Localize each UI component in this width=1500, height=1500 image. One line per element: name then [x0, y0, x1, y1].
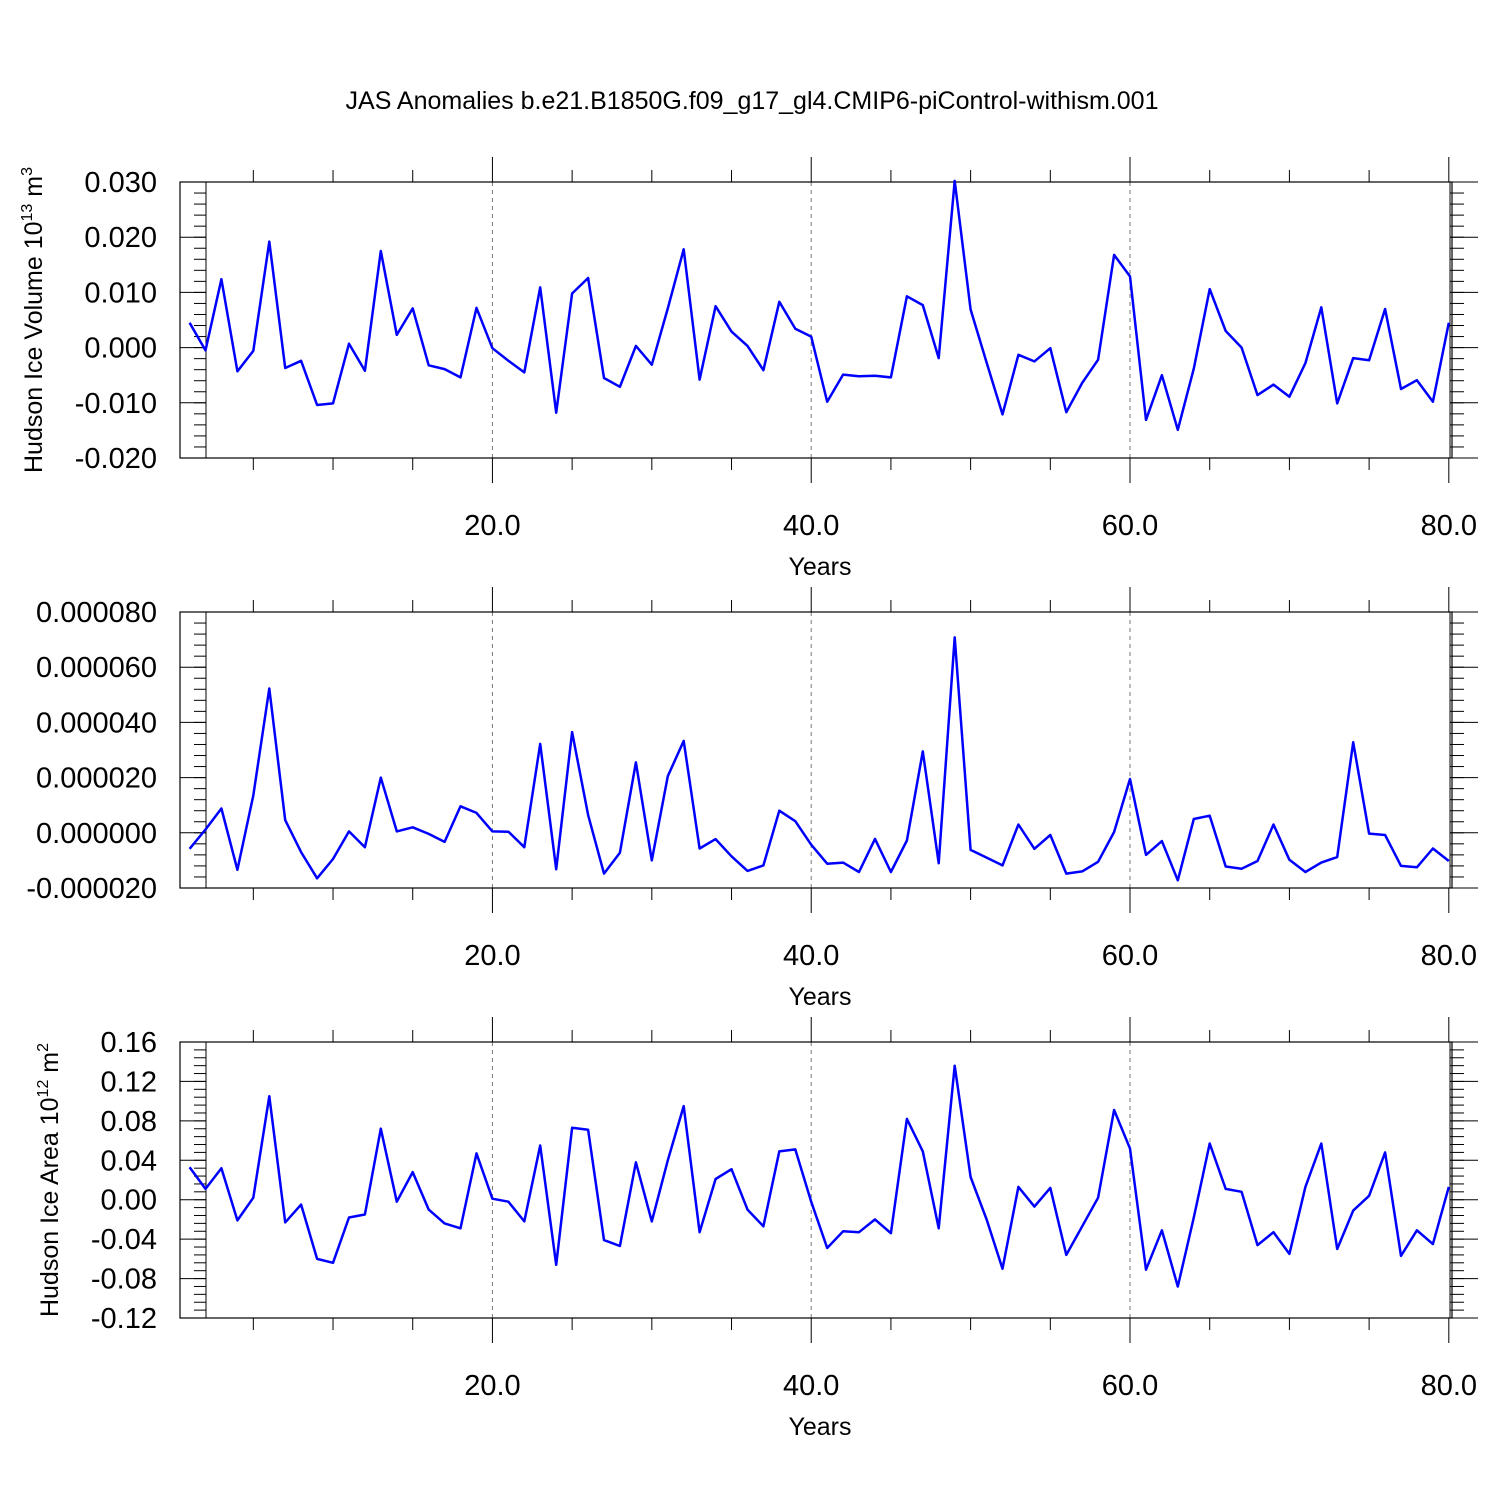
y-tick-label: -0.010 — [75, 388, 157, 420]
panel-1: -0.020 -0.010 0.000 0.010 0.020 0.030 20.0 40.0… — [19, 157, 1478, 581]
y-tick-label: 0.000080 — [36, 597, 157, 629]
x-tick-label: 40.0 — [783, 940, 839, 972]
y-tick-label: 0.000020 — [36, 763, 157, 795]
y-tick-label: 0.08 — [101, 1106, 157, 1138]
y-axis-title: Hudson Ice Area 1012 m2 — [35, 1043, 64, 1317]
x-axis-title: Years — [788, 983, 851, 1011]
x-tick-label: 60.0 — [1102, 510, 1158, 542]
y-tick-label: 0.000 — [84, 333, 157, 365]
y-tick-label: -0.020 — [75, 443, 157, 475]
y-tick-label: 0.000040 — [36, 707, 157, 739]
y-tick-label: 0.010 — [84, 277, 157, 309]
y-axis-title-unit: m — [36, 1052, 64, 1080]
x-tick-label: 60.0 — [1102, 1370, 1158, 1402]
x-tick-label: 20.0 — [464, 940, 520, 972]
y-tick-label: 0.12 — [101, 1066, 157, 1098]
plot-frame — [179, 611, 1453, 889]
y-tick-label: -0.000020 — [26, 873, 157, 905]
plot-frame — [179, 181, 1453, 459]
y-tick-label: 0.000000 — [36, 818, 157, 850]
y-axis-title: Hudson Ice Volume 1013 m3 — [19, 167, 48, 473]
y-tick-label: -0.04 — [91, 1224, 157, 1256]
y-axis-title-base: Hudson Ice Volume 10 — [20, 221, 48, 473]
y-axis-title-base: Hudson Ice Area 10 — [36, 1097, 64, 1317]
x-tick-label: 20.0 — [464, 1370, 520, 1402]
x-tick-label: 20.0 — [464, 510, 520, 542]
y-axis-title-unit-exponent: 2 — [35, 1043, 52, 1052]
y-tick-label: 0.000060 — [36, 652, 157, 684]
plot-frame — [179, 1041, 1453, 1319]
x-tick-label: 40.0 — [783, 510, 839, 542]
panel-2: -0.000020 0.000000 0.000020 0.000040 0.00006… — [26, 587, 1478, 1011]
y-tick-label: -0.12 — [91, 1303, 157, 1335]
y-axis-title-unit-exponent: 3 — [19, 167, 36, 176]
y-tick-label: 0.16 — [101, 1027, 157, 1059]
series-line — [188, 1064, 1451, 1288]
y-tick-label: 0.030 — [84, 167, 157, 199]
y-tick-label: 0.00 — [101, 1185, 157, 1217]
figure-title: JAS Anomalies b.e21.B1850G.f09_g17_gl4.C… — [346, 87, 1159, 115]
x-tick-label: 40.0 — [783, 1370, 839, 1402]
y-tick-label: -0.08 — [91, 1264, 157, 1296]
x-tick-label: 80.0 — [1421, 510, 1477, 542]
x-tick-label: 60.0 — [1102, 940, 1158, 972]
x-axis-title: Years — [788, 553, 851, 581]
x-axis-title: Years — [788, 1413, 851, 1441]
x-tick-label: 80.0 — [1421, 940, 1477, 972]
y-tick-label: 0.04 — [101, 1145, 157, 1177]
y-axis-title-unit: m — [20, 176, 48, 204]
series-line — [188, 636, 1450, 882]
x-tick-label: 80.0 — [1421, 1370, 1477, 1402]
y-axis-title-exponent: 13 — [19, 204, 36, 222]
y-tick-label: 0.020 — [84, 222, 157, 254]
panel-3: -0.12 -0.08 -0.04 0.00 0.04 0.08 0.12 0.16 20.0 4… — [35, 1017, 1478, 1441]
series-line — [188, 179, 1451, 432]
y-axis-title-exponent: 12 — [35, 1080, 52, 1098]
